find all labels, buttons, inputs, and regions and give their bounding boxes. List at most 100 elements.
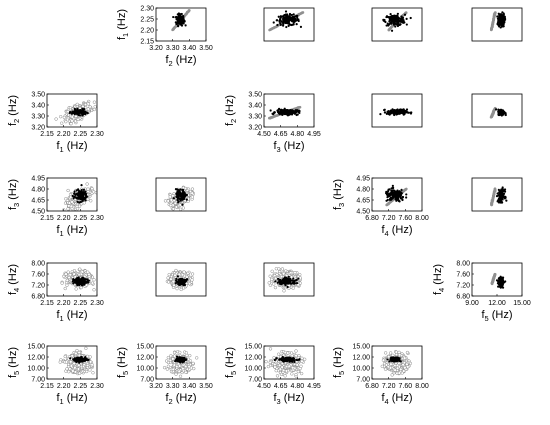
black-point: [499, 22, 502, 25]
black-point: [282, 24, 285, 27]
plot-area: [489, 106, 507, 119]
black-point: [175, 193, 178, 196]
panel-f3-vs-f5: [471, 177, 523, 212]
plot-frame: [155, 7, 207, 42]
black-point: [72, 282, 75, 285]
gray-point: [282, 289, 286, 293]
black-point: [288, 13, 292, 17]
y-tick-label: 8.00: [456, 261, 470, 268]
black-point: [502, 12, 505, 15]
gray-point: [285, 273, 289, 278]
gray-point: [166, 199, 170, 203]
black-point: [291, 110, 294, 113]
plot-frame: [471, 177, 523, 212]
black-point: [84, 281, 88, 284]
gray-point: [54, 117, 58, 121]
y-tick-label: 4.65: [356, 198, 370, 205]
black-point: [292, 282, 296, 285]
plot-area: [379, 108, 413, 117]
gray-point: [92, 107, 96, 112]
black-point: [494, 108, 498, 111]
plot-area: [268, 10, 305, 32]
black-point: [499, 286, 502, 289]
plot-frame: [263, 93, 315, 128]
gray-point: [279, 274, 284, 279]
black-point: [389, 192, 392, 196]
x-tick-label: 8.00: [415, 215, 429, 222]
black-point: [276, 281, 279, 284]
y-tick-label: 4.95: [31, 176, 45, 183]
black-point: [180, 23, 183, 26]
black-point: [269, 109, 272, 112]
black-point: [389, 22, 392, 25]
black-point: [504, 280, 507, 283]
gray-point: [93, 105, 97, 109]
gray-point: [187, 282, 192, 286]
plot-area: [54, 99, 97, 126]
black-point: [393, 190, 396, 193]
gray-point: [405, 187, 408, 191]
y-axis-label: f3 (Hz): [332, 179, 346, 210]
black-point: [176, 191, 179, 194]
gray-point: [83, 102, 88, 107]
black-point: [285, 20, 288, 23]
black-point: [409, 111, 412, 114]
black-point: [183, 191, 186, 194]
black-point: [297, 277, 300, 280]
black-point: [402, 109, 405, 112]
gray-point: [90, 186, 94, 191]
plot-area: [268, 105, 302, 120]
black-point: [287, 280, 290, 283]
x-tick-label: 2.15: [40, 215, 54, 222]
black-point: [77, 197, 80, 200]
black-point: [182, 22, 185, 25]
black-point: [396, 190, 400, 193]
black-point: [400, 15, 403, 18]
gray-point: [60, 281, 64, 285]
black-point: [83, 108, 86, 111]
y-tick-label: 8.00: [31, 261, 45, 268]
y-tick-label: 3.30: [31, 114, 45, 121]
gray-point: [179, 287, 183, 292]
black-point: [392, 110, 395, 114]
black-point: [79, 200, 82, 204]
black-point: [175, 195, 178, 199]
x-tick-label: 2.25: [74, 300, 88, 307]
black-point: [281, 113, 284, 116]
black-point: [407, 111, 410, 114]
x-tick-label: 2.30: [90, 300, 104, 307]
black-point: [290, 23, 293, 27]
gray-point: [78, 267, 82, 271]
black-point: [395, 194, 398, 197]
plot-frame: [263, 262, 315, 297]
x-tick-label: 2.25: [74, 131, 88, 138]
black-point: [78, 195, 81, 198]
panel-f2-vs-f5: [471, 93, 523, 128]
gray-point: [90, 281, 95, 285]
gray-point: [178, 207, 183, 211]
black-point: [289, 279, 292, 282]
gray-point: [190, 272, 195, 276]
black-point: [296, 16, 299, 20]
black-point: [379, 113, 382, 116]
y-tick-label: 7.20: [31, 283, 45, 290]
black-point: [501, 186, 504, 189]
black-point: [185, 193, 189, 197]
y-tick-label: 3.20: [248, 125, 262, 132]
gray-point: [77, 204, 82, 208]
black-point: [396, 21, 399, 24]
gray-point: [174, 205, 179, 209]
black-point: [388, 194, 391, 197]
black-point: [75, 192, 78, 196]
gray-point: [60, 121, 64, 125]
black-point: [396, 12, 399, 15]
gray-point: [272, 282, 276, 286]
y-tick-label: 4.50: [31, 209, 45, 216]
black-point: [500, 197, 503, 200]
x-tick-label: 6.80: [365, 215, 379, 222]
black-point: [284, 280, 288, 283]
gray-point: [190, 191, 194, 195]
black-point: [390, 189, 393, 192]
